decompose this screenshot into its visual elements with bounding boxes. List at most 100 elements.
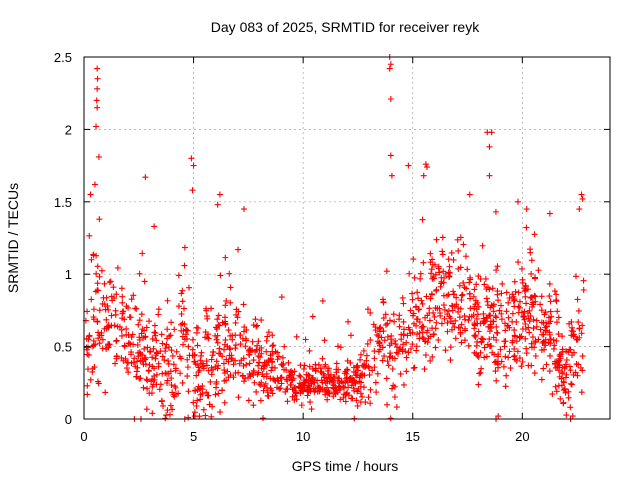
data-point	[403, 368, 410, 375]
data-point	[380, 298, 387, 305]
data-point	[260, 387, 267, 394]
data-point	[185, 388, 192, 395]
data-point	[337, 344, 344, 351]
data-point	[304, 392, 311, 399]
data-point	[146, 348, 153, 355]
data-point	[247, 373, 254, 380]
data-point	[306, 383, 313, 390]
data-point	[93, 97, 100, 104]
data-point	[448, 302, 455, 309]
data-point	[492, 208, 499, 215]
data-point	[378, 334, 385, 341]
data-point	[433, 319, 440, 326]
x-tick-labels: 0 5 10 15 20	[80, 429, 529, 444]
data-point	[101, 325, 108, 332]
data-point	[455, 265, 462, 272]
data-point	[511, 353, 517, 360]
data-point	[121, 342, 128, 349]
data-point	[364, 340, 371, 347]
data-point	[192, 387, 199, 394]
data-point	[367, 309, 374, 316]
data-point	[263, 337, 270, 344]
data-point	[128, 360, 135, 367]
data-point	[490, 308, 497, 315]
data-point	[110, 284, 117, 291]
data-point	[570, 371, 577, 378]
data-point	[391, 393, 398, 400]
data-point	[178, 355, 185, 362]
data-point	[151, 322, 158, 329]
data-point	[191, 352, 198, 359]
data-point	[213, 336, 220, 343]
data-point	[156, 386, 163, 393]
data-point	[556, 351, 563, 358]
data-point	[387, 152, 394, 159]
data-point	[108, 312, 115, 319]
data-point	[88, 256, 95, 263]
data-point	[520, 314, 527, 321]
data-point	[471, 332, 478, 339]
data-point	[192, 361, 199, 368]
data-point	[164, 297, 171, 304]
data-point	[518, 265, 525, 272]
data-point	[208, 364, 215, 371]
data-point	[446, 263, 453, 270]
data-point	[138, 311, 145, 318]
data-point	[357, 351, 364, 358]
data-point	[513, 318, 520, 325]
data-point	[271, 364, 278, 371]
data-point	[145, 367, 152, 374]
data-point	[306, 372, 313, 379]
data-point	[107, 278, 114, 285]
data-point	[140, 334, 147, 341]
data-point	[123, 303, 130, 310]
data-point	[106, 279, 113, 286]
data-point	[90, 337, 97, 344]
data-point	[260, 415, 267, 422]
data-point	[96, 273, 103, 280]
data-point	[301, 382, 308, 389]
data-point	[222, 336, 229, 343]
data-point	[165, 344, 172, 351]
data-point	[486, 336, 493, 343]
data-point	[87, 376, 94, 383]
data-point	[333, 360, 340, 367]
data-point	[574, 372, 581, 379]
data-point	[250, 372, 257, 379]
data-point	[181, 244, 188, 251]
data-point	[477, 369, 484, 376]
data-point	[263, 359, 270, 366]
data-point	[108, 322, 115, 329]
data-point	[158, 331, 165, 338]
data-point	[547, 298, 554, 305]
data-point	[553, 319, 560, 326]
data-point	[444, 328, 451, 335]
data-point	[503, 372, 510, 379]
data-point	[242, 343, 249, 350]
data-point	[388, 172, 395, 179]
data-point	[184, 356, 191, 363]
data-point	[455, 305, 462, 312]
data-point	[269, 364, 276, 371]
data-point	[429, 353, 436, 360]
data-point	[287, 381, 294, 388]
data-point	[251, 379, 258, 386]
data-point	[475, 354, 482, 361]
data-point	[303, 376, 310, 383]
data-point	[214, 339, 221, 346]
data-point	[488, 129, 495, 136]
data-point	[579, 367, 586, 374]
data-point	[220, 360, 227, 367]
data-point	[96, 216, 103, 223]
data-point	[375, 333, 382, 340]
data-point	[385, 362, 392, 369]
data-point	[511, 327, 518, 334]
data-point	[441, 315, 448, 322]
data-point	[225, 327, 232, 334]
data-point	[527, 294, 534, 301]
data-point	[391, 318, 398, 325]
data-point	[184, 373, 191, 380]
data-point	[234, 314, 241, 321]
data-point	[272, 378, 279, 385]
data-point	[219, 319, 226, 326]
